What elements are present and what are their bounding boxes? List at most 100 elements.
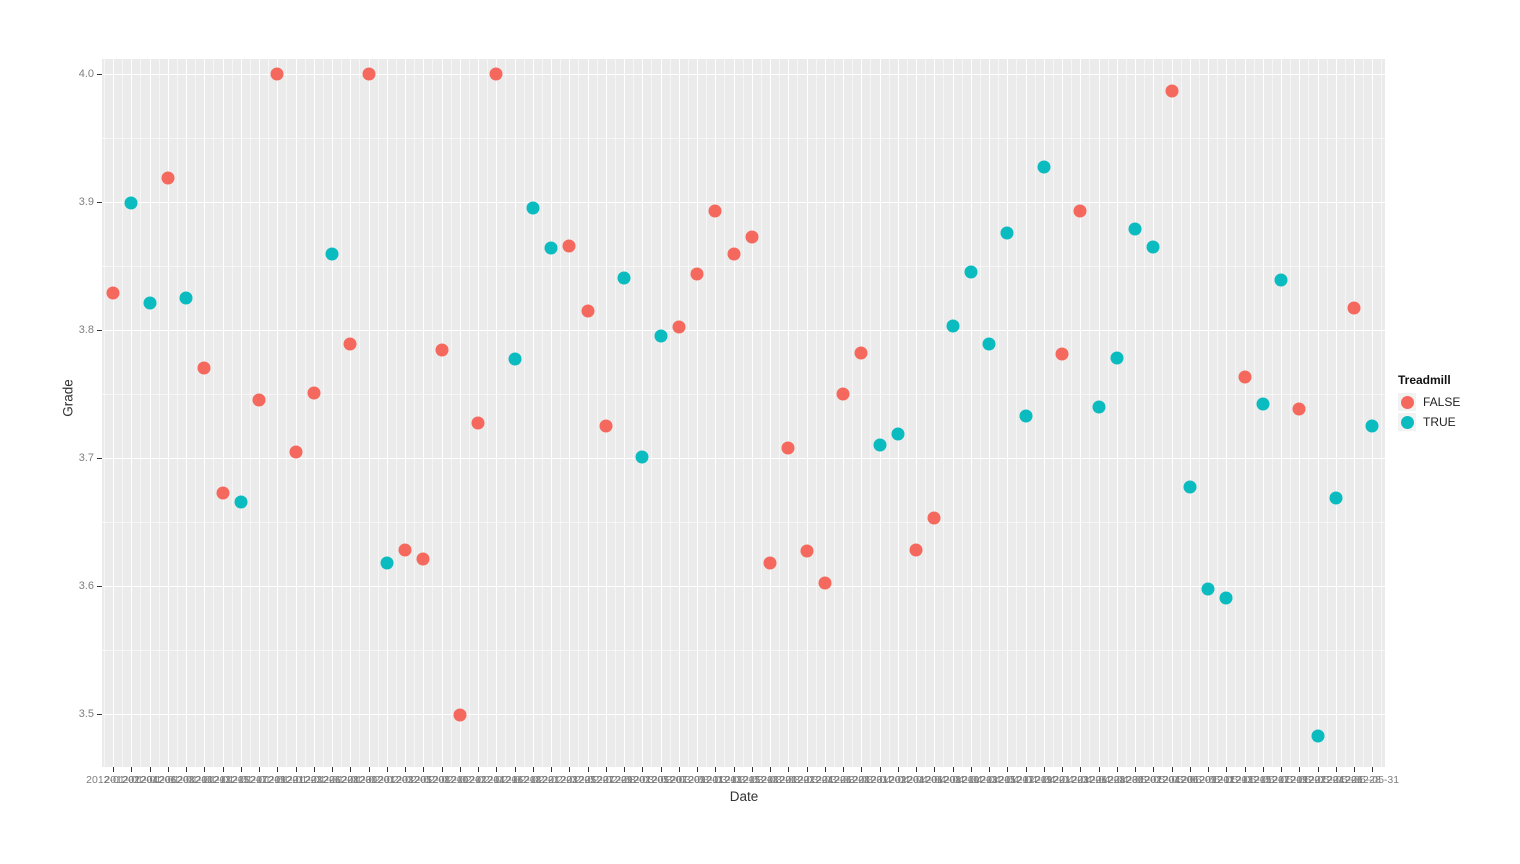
data-point (891, 427, 905, 441)
legend-label-true: TRUE (1423, 415, 1456, 429)
x-tick-label: 2012-05-17 (1235, 774, 1290, 786)
x-tick-label: 2012-04-10 (925, 774, 980, 786)
x-tick-mark (368, 767, 370, 772)
data-point (672, 320, 686, 334)
x-tick-label: 2012-03-24 (779, 774, 834, 786)
data-point (1365, 419, 1379, 433)
x-tick-label: 2012-03-22 (761, 774, 816, 786)
gridline-major-vertical (1372, 59, 1374, 767)
data-point (216, 486, 229, 500)
gridline-major-vertical (295, 59, 297, 767)
gridline-major-vertical (332, 59, 333, 767)
data-point (873, 438, 886, 452)
data-point (179, 291, 193, 305)
data-point (307, 386, 321, 400)
x-tick-mark (532, 767, 534, 772)
x-tick-label: 2012-05-06 (1144, 774, 1199, 786)
data-point (727, 247, 740, 261)
gridline-minor-vertical (706, 59, 708, 767)
x-tick-label: 2012-01-10 (159, 774, 213, 786)
x-tick-label: 2012-02-10 (414, 774, 469, 786)
gridline-minor-vertical (815, 59, 817, 767)
x-tick-label: 2012-01-23 (268, 774, 323, 786)
gridline-minor-vertical (1363, 59, 1365, 767)
gridline-minor-vertical (341, 59, 343, 767)
data-point (380, 556, 394, 570)
data-point (471, 416, 485, 430)
x-tick-label: 2012-05-28 (1327, 774, 1381, 786)
x-tick-label: 2012-01-06 (122, 774, 177, 786)
x-tick-label: 2012-03-02 (597, 774, 651, 786)
gridline-minor-vertical (122, 59, 124, 767)
y-tick-label: 3.9 (78, 196, 94, 208)
x-tick-label: 2012-04-17 (980, 774, 1035, 786)
gridline-minor-vertical (395, 59, 397, 767)
data-point (161, 171, 175, 185)
x-tick-label: 2012-03-05 (615, 774, 670, 786)
x-tick-mark (113, 767, 114, 772)
gridline-minor-vertical (213, 59, 215, 767)
gridline-minor-vertical (779, 59, 781, 767)
gridline-major-vertical (514, 59, 516, 767)
x-tick-mark (678, 767, 680, 772)
x-tick-mark (1007, 767, 1009, 772)
data-point (654, 329, 667, 343)
x-tick-mark (259, 767, 260, 772)
x-tick-label: 2012-02-25 (542, 774, 597, 786)
gridline-major-vertical (605, 59, 607, 767)
x-tick-label: 2012-03-26 (797, 774, 852, 786)
data-point (289, 445, 302, 459)
x-tick-label: 2012-03-11 (670, 774, 724, 786)
data-point (1311, 729, 1324, 743)
x-tick-label: 2012-01-04 (104, 774, 159, 786)
legend-entry-false: FALSE (1398, 393, 1460, 411)
gridline-minor-vertical (1125, 59, 1127, 767)
x-tick-mark (806, 767, 808, 772)
gridline-minor-vertical (1162, 59, 1164, 767)
x-tick-mark (770, 767, 771, 772)
gridline-major-vertical (934, 59, 936, 767)
data-point (544, 241, 558, 255)
gridline-minor-vertical (596, 59, 598, 767)
gridline-minor-vertical (633, 59, 635, 767)
data-point (526, 201, 540, 215)
gridline-major-vertical (277, 59, 279, 767)
gridline-major-vertical (1317, 59, 1319, 767)
gridline-minor-vertical (1381, 59, 1383, 767)
data-point (197, 361, 211, 375)
x-tick-mark (1116, 767, 1118, 772)
true-point-icon (1400, 415, 1414, 429)
gridline-major-vertical (1281, 59, 1282, 767)
y-tick-mark (97, 586, 102, 587)
x-tick-label: 2012-05-09 (1162, 774, 1217, 786)
data-point (453, 708, 467, 722)
data-point (909, 543, 923, 557)
gridline-minor-vertical (1253, 59, 1255, 767)
gridline-minor-vertical (979, 59, 981, 767)
x-tick-mark (879, 767, 881, 772)
gridline-major-vertical (678, 59, 680, 767)
data-point (1019, 409, 1032, 423)
gridline-major-vertical (952, 59, 954, 767)
data-point (1165, 84, 1178, 98)
x-tick-label: 2012-05-19 (1254, 774, 1308, 786)
data-point (435, 343, 448, 357)
gridline-major-vertical (843, 59, 844, 767)
gridline-major-vertical (405, 59, 406, 767)
x-tick-mark (952, 767, 954, 772)
data-point (1037, 160, 1051, 174)
x-tick-mark (1098, 767, 1100, 772)
data-point (1238, 370, 1251, 384)
gridline-minor-vertical (560, 59, 562, 767)
gridline-minor-vertical (852, 59, 854, 767)
gridline-major-vertical (1226, 59, 1228, 767)
gridline-major-vertical (1208, 59, 1209, 767)
gridline-minor-vertical (888, 59, 890, 767)
gridline-major-vertical (459, 59, 461, 767)
gridline-minor-vertical (487, 59, 489, 767)
gridline-major-vertical (824, 59, 826, 767)
gridline-minor-vertical (268, 59, 270, 767)
data-point (1329, 491, 1343, 505)
x-tick-label: 2012-04-08 (907, 774, 962, 786)
gridline-minor-vertical (1271, 59, 1273, 767)
